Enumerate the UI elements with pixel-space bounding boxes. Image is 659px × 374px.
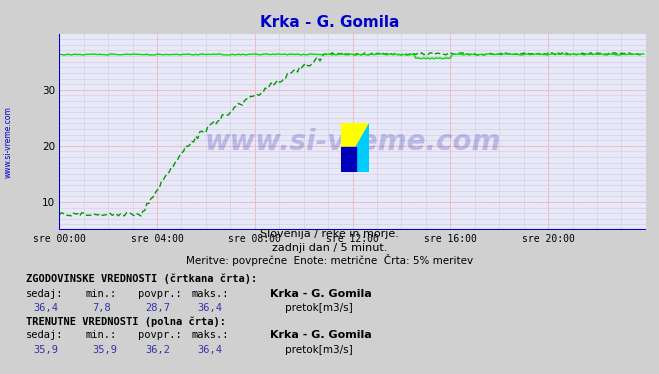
Text: 36,4: 36,4 — [33, 303, 58, 313]
Text: Krka - G. Gomila: Krka - G. Gomila — [260, 15, 399, 30]
Text: min.:: min.: — [86, 289, 117, 299]
Text: 28,7: 28,7 — [145, 303, 170, 313]
Bar — [341, 147, 356, 172]
Text: Meritve: povprečne  Enote: metrične  Črta: 5% meritev: Meritve: povprečne Enote: metrične Črta:… — [186, 254, 473, 266]
Text: 36,4: 36,4 — [198, 346, 223, 355]
Polygon shape — [341, 123, 369, 172]
Text: pretok[m3/s]: pretok[m3/s] — [285, 303, 353, 313]
Text: 35,9: 35,9 — [33, 346, 58, 355]
Text: povpr.:: povpr.: — [138, 289, 182, 299]
Text: Krka - G. Gomila: Krka - G. Gomila — [270, 331, 372, 340]
Text: www.si-vreme.com: www.si-vreme.com — [204, 128, 501, 156]
Text: sedaj:: sedaj: — [26, 331, 64, 340]
Text: www.si-vreme.com: www.si-vreme.com — [3, 106, 13, 178]
Text: 36,2: 36,2 — [145, 346, 170, 355]
Text: maks.:: maks.: — [191, 331, 229, 340]
Text: 7,8: 7,8 — [92, 303, 111, 313]
Text: 36,4: 36,4 — [198, 303, 223, 313]
Text: 35,9: 35,9 — [92, 346, 117, 355]
Text: povpr.:: povpr.: — [138, 331, 182, 340]
Text: min.:: min.: — [86, 331, 117, 340]
Text: ZGODOVINSKE VREDNOSTI (črtkana črta):: ZGODOVINSKE VREDNOSTI (črtkana črta): — [26, 274, 258, 284]
Text: Slovenija / reke in morje.: Slovenija / reke in morje. — [260, 230, 399, 239]
Text: pretok[m3/s]: pretok[m3/s] — [285, 346, 353, 355]
Text: maks.:: maks.: — [191, 289, 229, 299]
Text: TRENUTNE VREDNOSTI (polna črta):: TRENUTNE VREDNOSTI (polna črta): — [26, 316, 226, 327]
Polygon shape — [341, 123, 369, 172]
Text: zadnji dan / 5 minut.: zadnji dan / 5 minut. — [272, 243, 387, 252]
Text: sedaj:: sedaj: — [26, 289, 64, 299]
Text: Krka - G. Gomila: Krka - G. Gomila — [270, 289, 372, 299]
